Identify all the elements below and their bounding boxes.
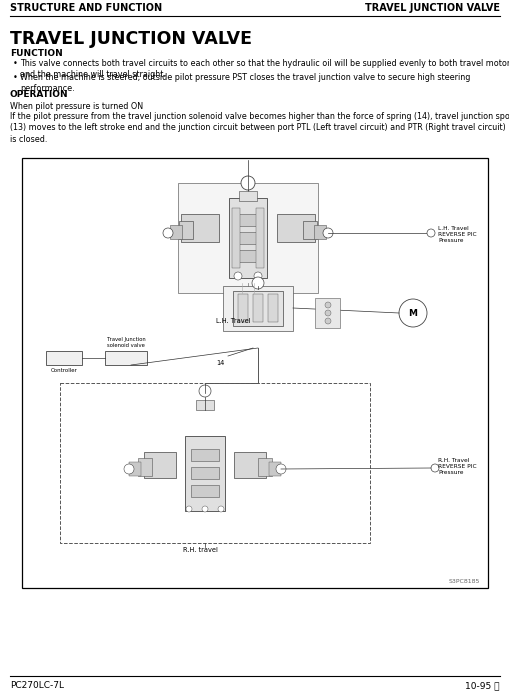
Text: Controller: Controller bbox=[50, 368, 77, 373]
Circle shape bbox=[124, 464, 134, 474]
Text: 10-95 ⓘ: 10-95 ⓘ bbox=[465, 681, 499, 690]
Bar bbox=[185, 436, 224, 511]
Circle shape bbox=[324, 318, 330, 324]
Circle shape bbox=[275, 464, 286, 474]
Bar bbox=[169, 225, 182, 239]
Bar bbox=[179, 221, 192, 239]
Bar bbox=[191, 449, 218, 461]
Bar bbox=[222, 285, 293, 330]
Text: L.H. Travel: L.H. Travel bbox=[215, 318, 250, 324]
Text: PC270LC-7L: PC270LC-7L bbox=[10, 681, 64, 690]
Bar bbox=[234, 250, 262, 262]
Text: L.H. Travel
REVERSE PIC
Pressure: L.H. Travel REVERSE PIC Pressure bbox=[437, 226, 476, 243]
Bar bbox=[229, 198, 267, 278]
Text: 14: 14 bbox=[216, 360, 224, 366]
Circle shape bbox=[199, 385, 211, 397]
Text: TRAVEL JUNCTION VALVE: TRAVEL JUNCTION VALVE bbox=[364, 3, 499, 13]
Text: STRUCTURE AND FUNCTION: STRUCTURE AND FUNCTION bbox=[10, 3, 162, 13]
Circle shape bbox=[202, 506, 208, 512]
Text: R.H. Travel
REVERSE PIC
Pressure: R.H. Travel REVERSE PIC Pressure bbox=[437, 458, 476, 475]
Bar bbox=[60, 383, 369, 543]
Bar bbox=[129, 462, 140, 476]
Text: If the pilot pressure from the travel junction solenoid valve becomes higher tha: If the pilot pressure from the travel ju… bbox=[10, 112, 509, 144]
Bar bbox=[276, 214, 315, 242]
Bar bbox=[234, 214, 262, 226]
Bar bbox=[258, 458, 271, 476]
Circle shape bbox=[324, 310, 330, 316]
Bar bbox=[252, 294, 263, 322]
Bar bbox=[239, 191, 257, 201]
Bar bbox=[191, 467, 218, 479]
Bar bbox=[105, 351, 147, 365]
Bar bbox=[238, 294, 247, 322]
Bar bbox=[191, 485, 218, 497]
Bar bbox=[138, 458, 152, 476]
Circle shape bbox=[251, 277, 264, 289]
Text: FUNCTION: FUNCTION bbox=[10, 49, 63, 58]
Bar bbox=[314, 225, 325, 239]
Text: TRAVEL JUNCTION VALVE: TRAVEL JUNCTION VALVE bbox=[10, 30, 251, 48]
Text: This valve connects both travel circuits to each other so that the hydraulic oil: This valve connects both travel circuits… bbox=[20, 59, 509, 79]
Bar bbox=[195, 400, 214, 410]
Circle shape bbox=[234, 272, 242, 280]
Bar bbox=[144, 452, 176, 478]
Text: M: M bbox=[408, 309, 417, 317]
Circle shape bbox=[186, 506, 191, 512]
Text: OPERATION: OPERATION bbox=[10, 90, 69, 99]
Circle shape bbox=[253, 272, 262, 280]
Circle shape bbox=[324, 302, 330, 308]
Bar bbox=[232, 208, 240, 268]
Circle shape bbox=[426, 229, 434, 237]
Text: When pilot pressure is turned ON: When pilot pressure is turned ON bbox=[10, 102, 143, 111]
Text: •: • bbox=[13, 73, 18, 82]
Text: When the machine is steered, outside pilot pressure PST closes the travel juncti: When the machine is steered, outside pil… bbox=[20, 73, 469, 94]
Bar bbox=[302, 221, 317, 239]
Bar bbox=[268, 462, 280, 476]
Circle shape bbox=[398, 299, 426, 327]
Bar bbox=[233, 291, 282, 325]
Bar bbox=[267, 294, 277, 322]
Circle shape bbox=[217, 506, 223, 512]
Bar bbox=[315, 298, 340, 328]
Circle shape bbox=[322, 228, 332, 238]
Bar bbox=[234, 452, 266, 478]
Bar bbox=[234, 232, 262, 244]
Text: R.H. travel: R.H. travel bbox=[182, 547, 217, 553]
Bar bbox=[22, 158, 487, 588]
Bar bbox=[181, 214, 218, 242]
Bar bbox=[46, 351, 82, 365]
Text: Travel Junction
solenoid valve: Travel Junction solenoid valve bbox=[106, 337, 145, 348]
Text: S3PC8185: S3PC8185 bbox=[448, 579, 479, 584]
Bar bbox=[256, 208, 264, 268]
Text: •: • bbox=[13, 59, 18, 68]
Bar bbox=[178, 183, 318, 293]
Circle shape bbox=[241, 176, 254, 190]
Circle shape bbox=[163, 228, 173, 238]
Circle shape bbox=[430, 464, 438, 472]
